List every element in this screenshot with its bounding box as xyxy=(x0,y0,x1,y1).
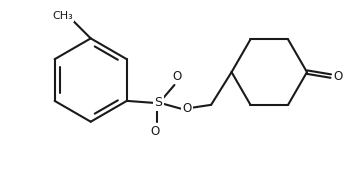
Text: CH₃: CH₃ xyxy=(53,10,73,21)
Text: O: O xyxy=(183,102,192,115)
Text: O: O xyxy=(173,70,182,83)
Text: S: S xyxy=(155,96,163,109)
Text: O: O xyxy=(150,125,159,138)
Text: O: O xyxy=(333,70,342,83)
